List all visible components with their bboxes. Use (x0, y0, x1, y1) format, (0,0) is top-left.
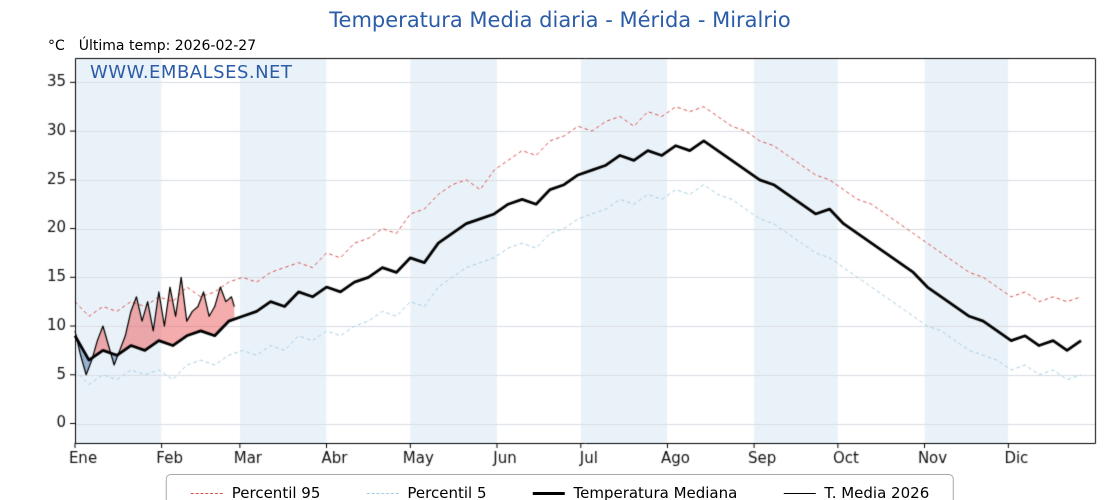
chart-info-row: °C Última temp: 2026-02-27 (48, 38, 256, 54)
chart-title: Temperatura Media diaria - Mérida - Mira… (329, 8, 791, 32)
legend-label: Percentil 95 (231, 484, 321, 500)
mediana-line-icon (532, 491, 565, 495)
legend-item-percentil-95: Percentil 95 (190, 484, 321, 500)
legend-label: Temperatura Mediana (573, 484, 738, 500)
percentil-95-line-icon (190, 492, 223, 494)
last-temp-label: Última temp: 2026-02-27 (78, 38, 257, 54)
legend-item-percentil-5: Percentil 5 (366, 484, 486, 500)
watermark-text: WWW.EMBALSES.NET (90, 62, 293, 83)
legend-label: T. Media 2026 (824, 484, 930, 500)
legend-label: Percentil 5 (407, 484, 487, 500)
percentil-5-line-icon (366, 492, 399, 494)
chart-legend: Percentil 95 Percentil 5 Temperatura Med… (165, 474, 955, 500)
legend-item-mediana: Temperatura Mediana (532, 484, 737, 500)
y-axis-unit-label: °C (48, 38, 65, 54)
legend-item-t-media-2026: T. Media 2026 (783, 484, 929, 500)
t-media-2026-line-icon (783, 492, 816, 494)
